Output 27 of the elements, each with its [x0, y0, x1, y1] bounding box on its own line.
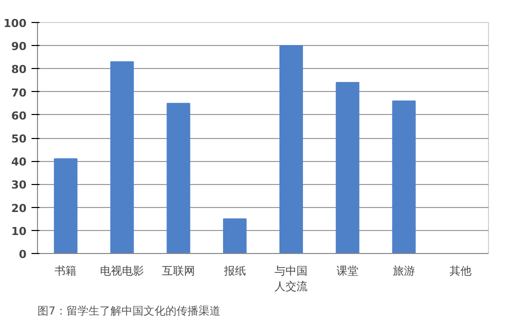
y-tick-label: 10 — [11, 224, 27, 238]
y-tick-label: 0 — [18, 248, 27, 261]
x-tick-label: 书籍 — [54, 264, 77, 278]
x-tick-label: 互联网 — [162, 264, 195, 278]
caption: 图7：留学生了解中国文化的传播渠道 — [38, 304, 220, 318]
x-tick-label: 其他 — [449, 264, 472, 278]
x-tick-label: 旅游 — [392, 264, 415, 278]
y-tick-label: 20 — [11, 202, 27, 215]
y-tick-label: 90 — [11, 40, 27, 54]
bar — [392, 100, 416, 254]
y-tick-label: 50 — [11, 132, 27, 146]
bar — [336, 82, 360, 254]
x-tick-label: 课堂 — [336, 264, 359, 278]
x-tick-label: 报纸 — [222, 264, 246, 278]
bar — [54, 158, 78, 254]
y-tick-label: 30 — [11, 178, 27, 192]
y-tick-label: 80 — [11, 63, 27, 76]
bar — [279, 45, 303, 254]
y-tick-label: 100 — [4, 17, 27, 30]
y-tick-label: 40 — [11, 156, 27, 169]
bar — [110, 61, 134, 254]
x-tick-label: 与中国人交流 — [274, 264, 308, 294]
y-tick-label: 70 — [11, 86, 27, 100]
bar — [223, 218, 247, 254]
y-tick-label: 60 — [11, 109, 27, 122]
x-tick-label: 电视电影 — [100, 264, 144, 278]
bar — [166, 102, 190, 254]
